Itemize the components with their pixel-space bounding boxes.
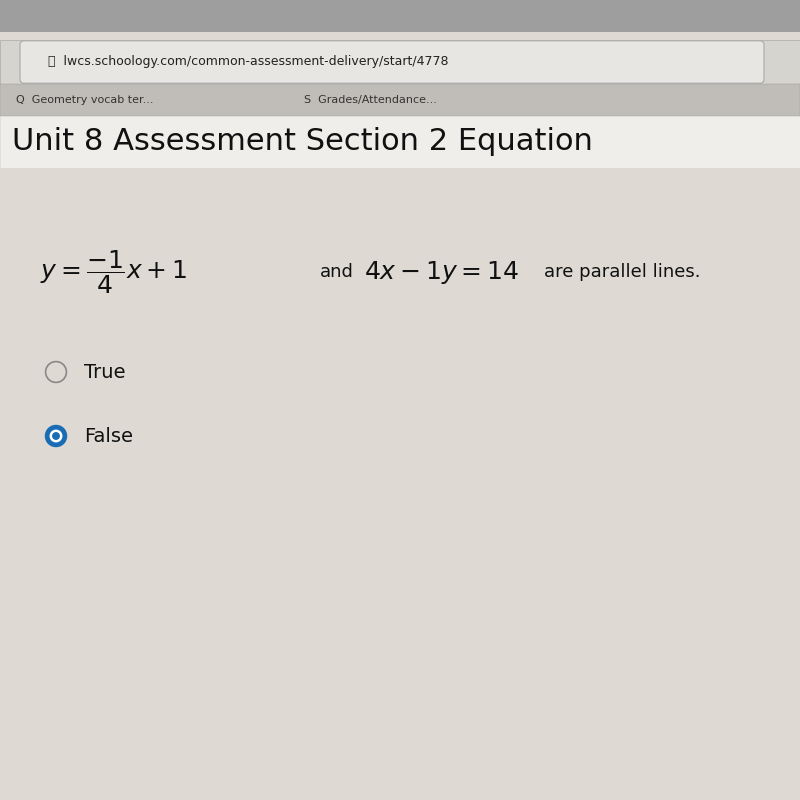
FancyBboxPatch shape [0, 116, 800, 168]
Text: $y = \dfrac{-1}{4}x + 1$: $y = \dfrac{-1}{4}x + 1$ [40, 248, 187, 296]
Text: and: and [320, 263, 354, 281]
FancyBboxPatch shape [20, 41, 764, 83]
Text: False: False [84, 426, 133, 446]
Circle shape [52, 432, 60, 440]
FancyBboxPatch shape [0, 168, 800, 800]
Text: are parallel lines.: are parallel lines. [544, 263, 701, 281]
Text: Unit 8 Assessment Section 2 Equation: Unit 8 Assessment Section 2 Equation [12, 127, 593, 157]
Circle shape [46, 362, 66, 382]
Text: Q  Geometry vocab ter...: Q Geometry vocab ter... [16, 95, 154, 105]
Text: $4x - 1y = 14$: $4x - 1y = 14$ [364, 258, 519, 286]
FancyBboxPatch shape [0, 84, 800, 116]
FancyBboxPatch shape [0, 40, 800, 84]
Circle shape [46, 426, 66, 446]
Text: True: True [84, 362, 126, 382]
Text: 🔒  lwcs.schoology.com/common-assessment-delivery/start/4778: 🔒 lwcs.schoology.com/common-assessment-d… [48, 55, 449, 69]
FancyBboxPatch shape [0, 0, 800, 32]
Circle shape [50, 430, 62, 442]
Text: S  Grades/Attendance...: S Grades/Attendance... [304, 95, 437, 105]
